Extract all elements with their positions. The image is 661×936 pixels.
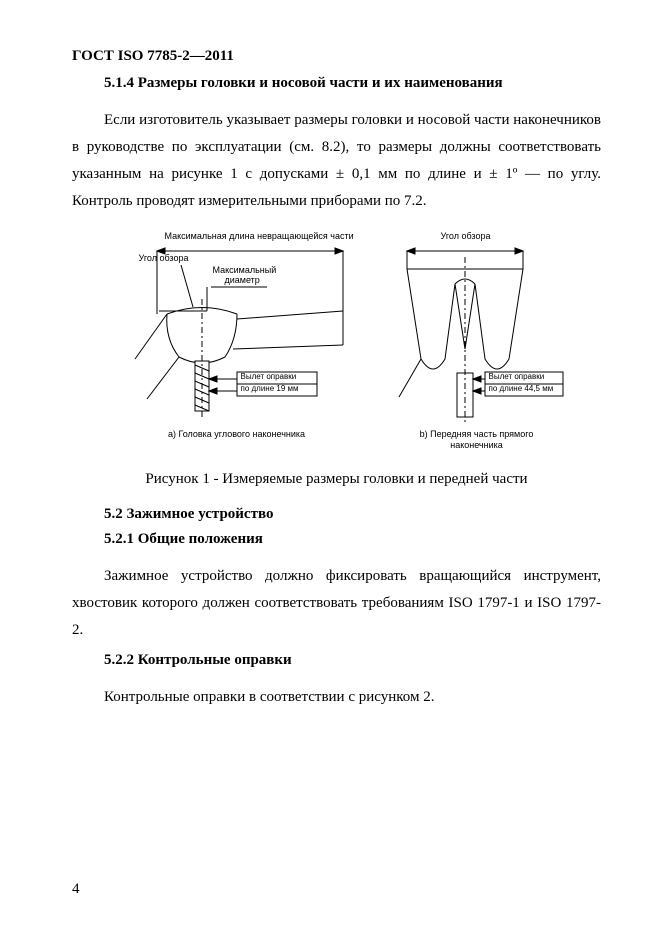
paragraph-5-2-2: Контрольные оправки в соответствии с рис… <box>72 684 601 711</box>
heading-5-2: 5.2 Зажимное устройство <box>72 506 601 523</box>
heading-5-2-1: 5.2.1 Общие положения <box>72 531 601 548</box>
figure1-subcaption-b2: наконечника <box>407 440 547 450</box>
label-mandrel-out-right: Вылет оправки <box>489 372 545 381</box>
paragraph-5-1-4: Если изготовитель указывает размеры голо… <box>72 107 601 215</box>
figure-1-caption: Рисунок 1 - Измеряемые размеры головки и… <box>72 471 601 488</box>
page-number: 4 <box>72 881 80 898</box>
figure-1: Максимальная длина невращающейся части У… <box>107 229 567 459</box>
label-mandrel-out-left: Вылет оправки <box>241 372 297 381</box>
label-max-length: Максимальная длина невращающейся части <box>165 231 354 241</box>
heading-5-1-4: 5.1.4 Размеры головки и носовой части и … <box>72 75 601 92</box>
standard-header: ГОСТ ISO 7785-2—2011 <box>72 48 601 65</box>
label-view-angle-right: Угол обзора <box>441 231 491 241</box>
paragraph-5-2-1: Зажимное устройство должно фиксировать в… <box>72 563 601 644</box>
figure1-subcaption-a: a) Головка углового наконечника <box>147 429 327 439</box>
figure1-subcaption-b: b) Передняя часть прямого <box>407 429 547 439</box>
label-max-dia-1: Максимальный <box>213 265 277 275</box>
label-view-angle-left: Угол обзора <box>139 253 189 263</box>
label-len445: по длине 44,5 мм <box>489 384 554 393</box>
page: ГОСТ ISO 7785-2—2011 5.1.4 Размеры голов… <box>0 0 661 936</box>
label-max-dia-2: диаметр <box>225 275 260 285</box>
label-len19: по длине 19 мм <box>241 384 299 393</box>
heading-5-2-2: 5.2.2 Контрольные оправки <box>72 652 601 669</box>
